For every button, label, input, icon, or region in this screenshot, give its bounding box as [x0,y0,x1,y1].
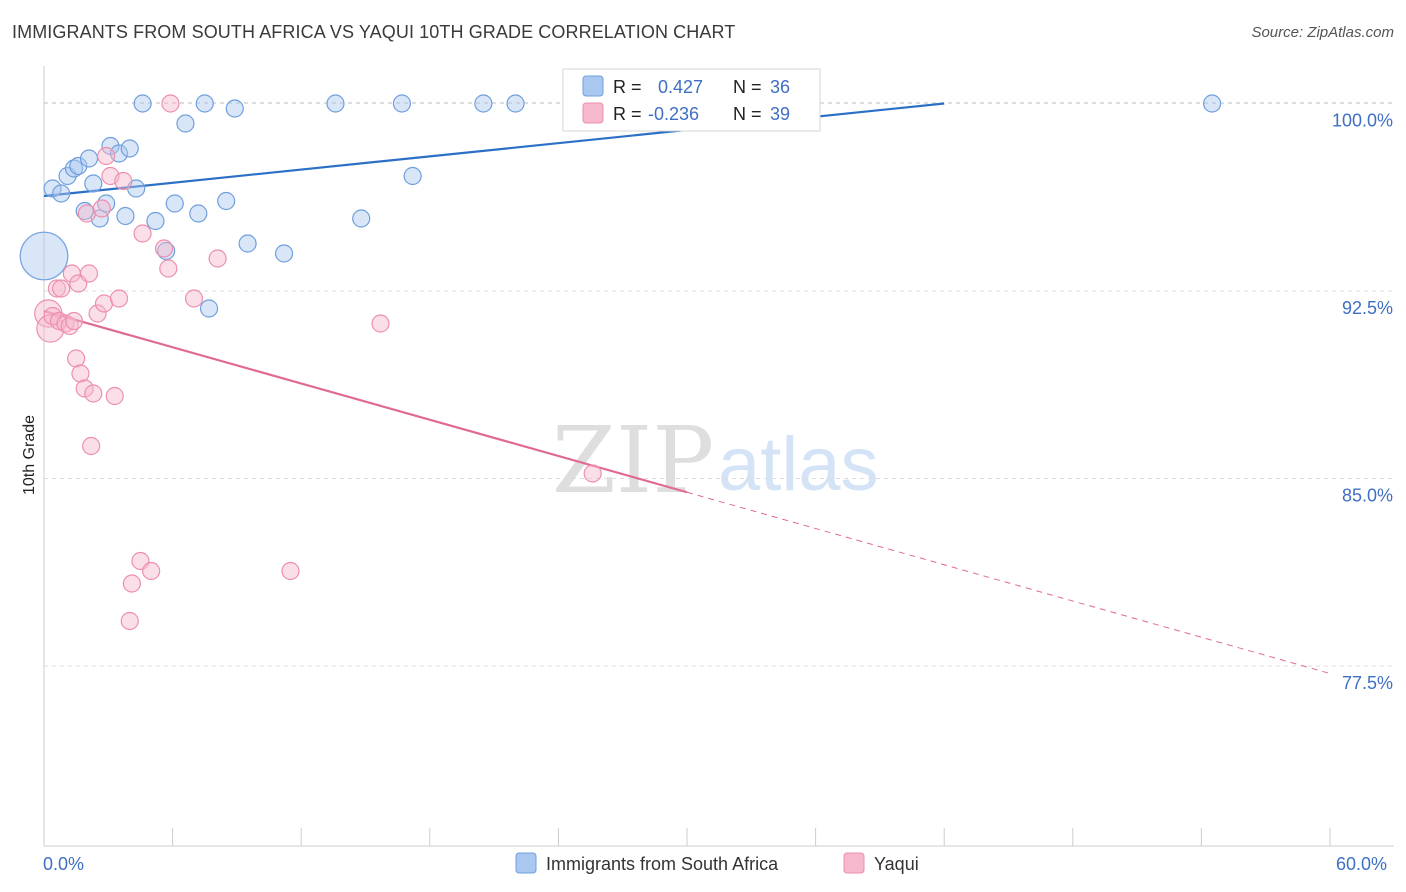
data-point-pink [114,171,133,191]
data-point-blue [79,149,99,168]
data-point-pink [159,259,178,278]
data-point-blue [146,211,165,231]
series-legend-label-blue: Immigrants from South Africa [546,854,779,874]
x-tick-label-start: 0.0% [43,854,84,874]
data-point-pink [281,561,300,581]
data-point-pink [133,224,152,243]
data-point-pink [84,384,103,403]
data-point-pink [120,611,139,631]
correlation-legend: R = 0.427 N = 36 R = -0.236 N = 39 [562,68,821,132]
data-point-blue [195,94,214,113]
watermark-zip: ZIP [552,407,714,514]
x-tick-label-end: 60.0% [1336,854,1387,874]
data-point-pink [67,349,86,368]
data-point-pink [161,94,180,113]
data-point-pink [47,279,66,298]
data-point-blue [120,139,139,158]
data-point-blue [19,231,69,281]
data-point-pink [82,436,101,456]
y-axis-label: 10th Grade [21,415,38,495]
source-note: Source: ZipAtlas.com [1251,24,1394,41]
data-point-pink [79,264,99,283]
data-point-pink [92,199,111,218]
data-point-blue [52,184,71,203]
y-tick-label: 100.0% [1332,111,1393,131]
data-point-pink [88,304,107,323]
legend-r-label-pink: R = [613,104,642,124]
data-point-pink [184,289,204,308]
legend-swatch-blue [582,75,604,97]
series-legend: Immigrants from South Africa Yaqui [515,852,919,874]
data-point-blue [326,94,345,113]
data-point-pink [97,146,116,166]
y-tick-label: 85.0% [1342,486,1393,506]
watermark-atlas: atlas [718,422,879,507]
correlation-legend-box [562,68,821,132]
y-tick-label: 92.5% [1342,298,1393,318]
data-point-blue [403,166,422,186]
data-point-blue [352,209,371,228]
data-point-blue [217,191,236,211]
legend-n-value-pink: 39 [770,104,790,124]
data-point-blue [189,204,208,223]
chart-title: IMMIGRANTS FROM SOUTH AFRICA VS YAQUI 10… [12,22,736,42]
data-point-pink [52,279,71,298]
data-point-blue [392,94,412,113]
legend-r-value-blue: 0.427 [658,77,703,97]
grid-lines [44,102,1394,667]
data-point-blue [238,234,257,253]
data-point-blue [199,299,219,318]
series-legend-swatch-pink [843,852,865,874]
data-point-blue [133,94,152,113]
data-point-pink [208,249,227,268]
legend-swatch-pink [582,102,604,124]
data-point-pink [583,464,602,483]
y-tick-label: 77.5% [1342,673,1393,693]
data-point-blue [116,206,135,226]
data-point-blue [225,99,244,118]
data-point-pink [94,294,114,313]
data-point-pink [142,561,161,581]
data-point-blue [165,194,184,213]
data-point-blue [84,174,103,193]
legend-n-label-blue: N = [733,77,762,97]
data-points [19,94,1222,631]
y-tick-labels: 100.0% 92.5% 85.0% 77.5% [1332,111,1393,694]
legend-n-label-pink: N = [733,104,762,124]
data-point-pink [77,204,96,223]
data-point-blue [176,114,195,133]
series-legend-swatch-blue [515,852,537,874]
data-point-blue [157,241,176,261]
series-legend-label-pink: Yaqui [874,854,919,874]
data-point-pink [122,574,141,593]
data-point-pink [105,386,124,406]
data-point-pink [64,311,84,331]
data-point-pink [371,314,390,333]
data-point-blue [274,244,294,263]
data-point-pink [154,239,174,258]
legend-n-value-blue: 36 [770,77,790,97]
data-point-pink [71,364,90,383]
data-point-pink [75,379,94,398]
watermark: ZIP atlas [552,407,879,514]
data-point-blue [474,94,493,113]
data-point-blue [1203,94,1222,113]
data-point-blue [506,94,525,113]
data-point-blue [43,179,62,198]
legend-r-label-blue: R = [613,77,642,97]
data-point-blue [69,156,88,176]
trend-line-pink [43,309,688,494]
trend-lines [43,102,1331,674]
data-point-pink [109,289,129,308]
trend-line-pink-extension [686,491,1331,674]
legend-r-value-pink: -0.236 [648,104,699,124]
